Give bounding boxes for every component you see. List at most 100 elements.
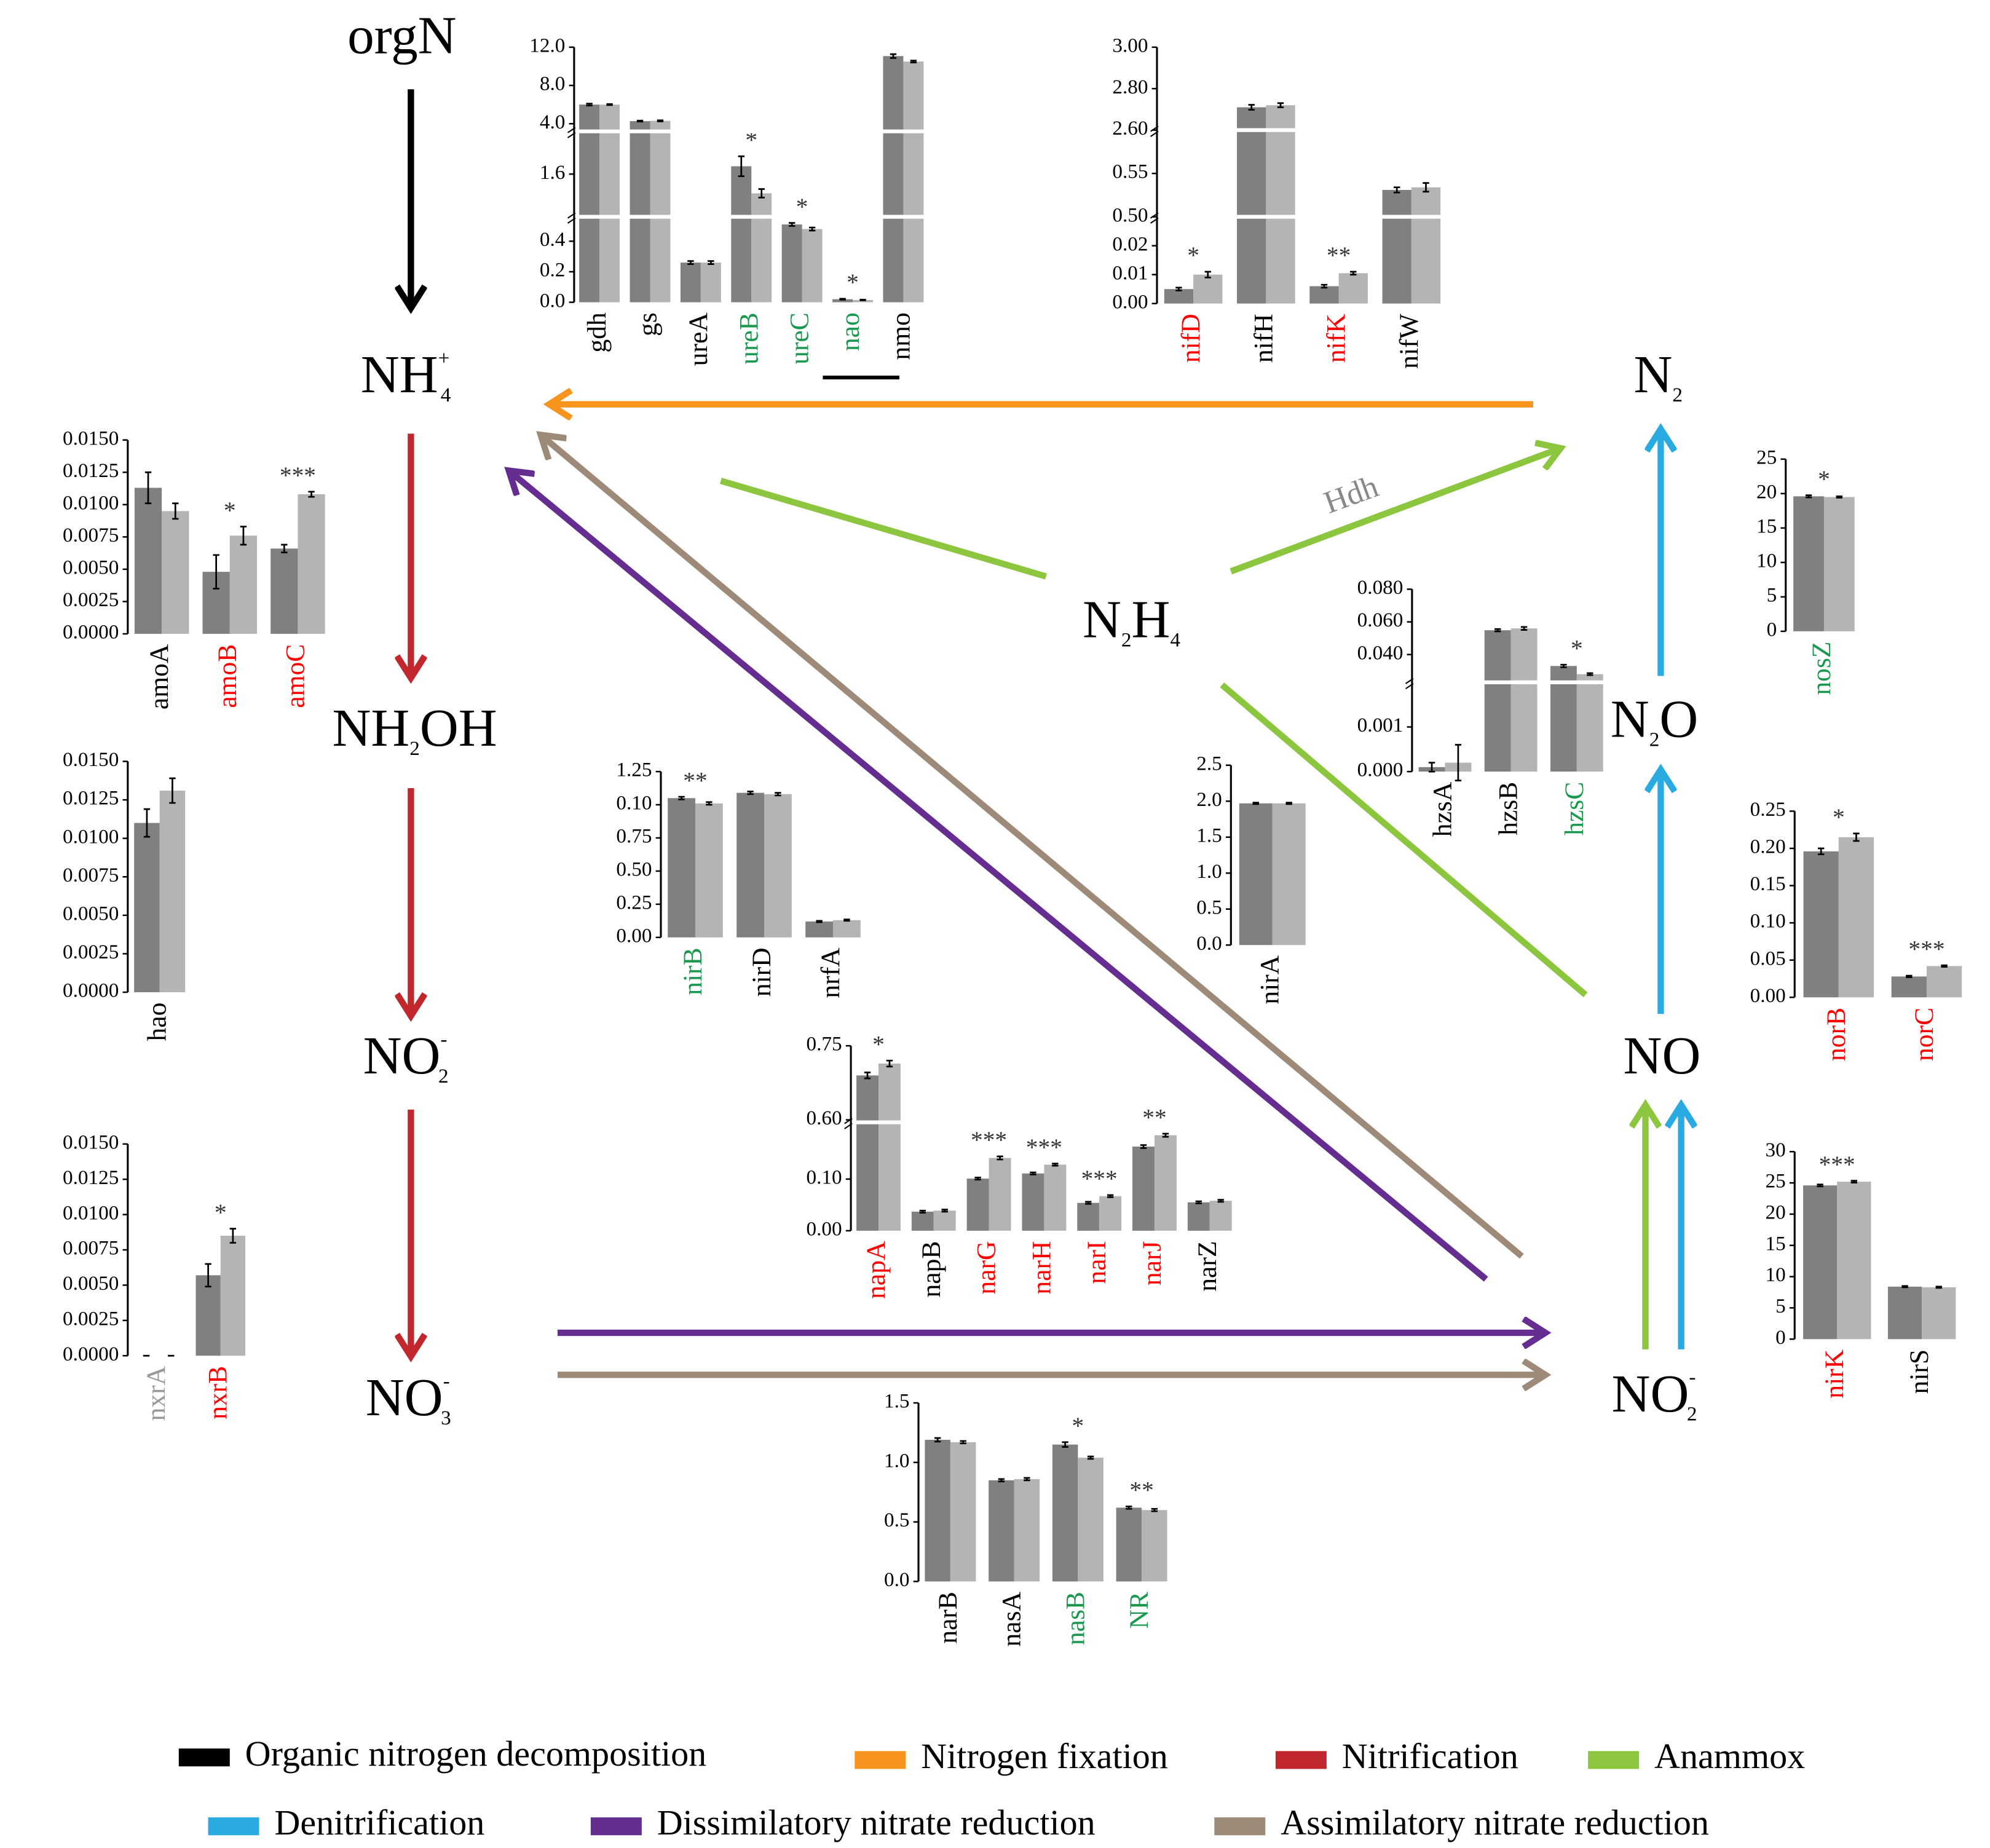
y-tick-label: 0.0150: [63, 748, 119, 771]
error-bar: [890, 53, 897, 59]
error-bar: [998, 1478, 1005, 1483]
y-tick-label: 0.2: [540, 259, 565, 282]
error-bar: [864, 1072, 871, 1080]
significance-label: *: [215, 1199, 227, 1226]
category-label: hzsB: [1494, 782, 1523, 835]
error-bar: [1853, 832, 1860, 842]
y-tick-label: 1.5: [1196, 824, 1222, 847]
error-bar: [706, 801, 713, 806]
y-tick-label: 0: [1767, 618, 1777, 641]
y-tick-label: 0.0125: [63, 787, 119, 810]
y-tick-label: 0.0050: [63, 1272, 119, 1295]
legend-swatch: [855, 1751, 906, 1769]
y-tick-label: 0.001: [1357, 714, 1404, 736]
category-label: norC: [1909, 1008, 1939, 1061]
legend-label: Organic nitrogen decomposition: [245, 1734, 707, 1774]
error-bar: [687, 260, 694, 265]
legend-swatch: [590, 1817, 642, 1836]
significance-label: *: [796, 193, 808, 220]
error-bar: [1805, 494, 1812, 499]
y-tick-label: 0.060: [1357, 609, 1404, 631]
category-label: nosZ: [1807, 641, 1836, 695]
error-bar: [1024, 1477, 1030, 1482]
y-tick-label: 0.00: [616, 924, 652, 947]
bar: [668, 798, 695, 938]
category-label: nrfA: [816, 947, 845, 998]
bar: [134, 823, 160, 992]
error-bar: [1107, 1194, 1114, 1198]
bar: [781, 224, 802, 302]
compound-label-part: NO: [366, 1367, 443, 1427]
y-tick-label: 12.0: [529, 34, 565, 57]
error-bar: [1935, 1285, 1942, 1289]
legend-label: Anammox: [1654, 1736, 1805, 1776]
error-bar: [1204, 270, 1211, 278]
bar: [195, 1275, 221, 1356]
y-tick-label: 0.00: [1750, 984, 1786, 1007]
category-label: nirA: [1255, 955, 1285, 1004]
error-bar: [1393, 186, 1400, 194]
y-tick-label: 0.0100: [63, 491, 119, 514]
bar: [1052, 1444, 1078, 1582]
compound-label-part: -: [443, 1369, 450, 1392]
y-tick-label: 0.0000: [63, 621, 119, 644]
y-tick-label: 0.4: [540, 228, 566, 251]
category-label: amoA: [144, 644, 174, 709]
category-label: nxrA: [141, 1365, 171, 1421]
error-bar: [1252, 802, 1259, 805]
bar: [966, 1179, 989, 1231]
error-bar: [1285, 802, 1292, 805]
y-tick-label: 5: [1775, 1295, 1786, 1317]
y-tick-label: 0.0025: [63, 588, 119, 611]
bar: [1837, 1182, 1871, 1340]
y-tick-label: 2.60: [1112, 117, 1148, 140]
category-label: nmo: [886, 312, 915, 360]
bar: [1142, 1510, 1167, 1582]
significance-label: **: [1142, 1104, 1166, 1131]
bar: [700, 263, 721, 302]
compound-label: NO: [1624, 1025, 1701, 1085]
y-tick-label: 15: [1766, 1232, 1786, 1255]
bar: [1209, 1201, 1232, 1231]
y-tick-label: 20: [1756, 480, 1777, 503]
category-label: ureC: [785, 312, 815, 365]
significance-label: ***: [1908, 935, 1945, 962]
compound-label-part: 2: [438, 1065, 449, 1088]
compound-label-part: H: [1131, 590, 1170, 649]
compound-label-part: N: [1634, 344, 1673, 404]
compound-label: NH+ 4: [361, 344, 451, 406]
category-label: narB: [933, 1592, 963, 1644]
bar: [1926, 966, 1962, 998]
bar: [229, 535, 258, 634]
y-tick-label: 0.0100: [63, 1201, 119, 1224]
compound-label-part: N: [1611, 689, 1649, 748]
y-tick-label: 0.01: [1112, 261, 1148, 284]
error-bar: [1494, 628, 1501, 633]
bar: [220, 1236, 245, 1356]
pathway-arrow: [1230, 449, 1558, 575]
significance-label: *: [224, 497, 236, 524]
bar: [1164, 289, 1194, 304]
error-bar: [1140, 1144, 1147, 1149]
error-bar: [859, 299, 866, 301]
error-bar: [1175, 286, 1182, 291]
significance-label: **: [683, 767, 707, 794]
bar: [933, 1210, 956, 1231]
error-bar: [229, 1228, 237, 1244]
y-tick-label: 0.000: [1357, 759, 1404, 781]
category-label: nasB: [1060, 1592, 1090, 1645]
bar: [736, 792, 765, 938]
y-tick-label: 0.0150: [63, 427, 119, 449]
error-bar: [1062, 1441, 1068, 1448]
bar: [1891, 976, 1927, 998]
error-bar: [1906, 974, 1913, 978]
bar: [1272, 803, 1306, 946]
y-tick-label: 0.02: [1112, 232, 1148, 255]
error-bar: [886, 1059, 893, 1068]
y-tick-label: 0.0075: [63, 524, 119, 547]
error-bar: [657, 119, 664, 122]
category-label: narJ: [1137, 1241, 1167, 1285]
bar: [832, 299, 853, 302]
compound-label: N2: [1634, 344, 1683, 406]
legend-swatch: [1275, 1751, 1327, 1769]
